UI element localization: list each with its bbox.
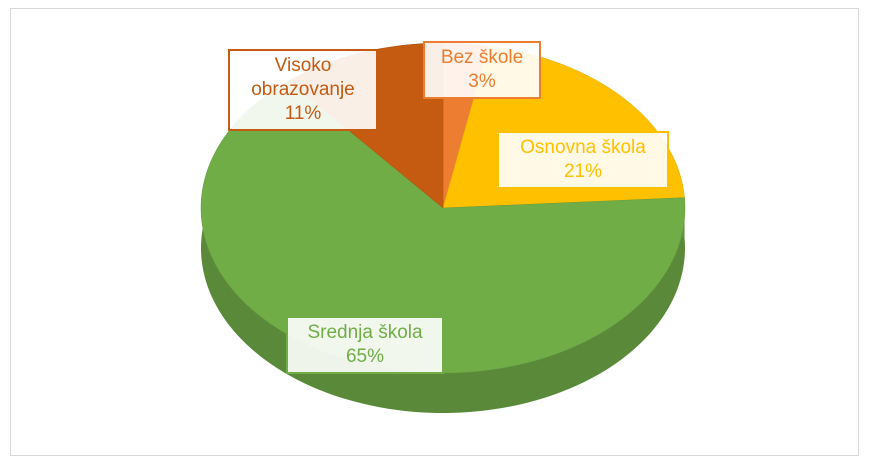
data-label-name: Bez škole [440, 47, 524, 68]
data-label-value: 21% [563, 161, 603, 182]
data-label-name: Visoko obrazovanje [251, 55, 355, 100]
data-label-name: Osnovna škola [520, 137, 646, 158]
data-label: Visoko obrazovanje 11% [228, 49, 378, 131]
data-label: Osnovna škola 21% [497, 131, 669, 189]
data-label-name: Srednja škola [307, 322, 423, 343]
data-label: Srednja škola 65% [286, 316, 444, 374]
data-label-value: 65% [345, 346, 385, 367]
data-label-value: 11% [284, 103, 322, 124]
data-label: Bez škole 3% [423, 41, 541, 99]
data-label-value: 3% [468, 71, 496, 92]
